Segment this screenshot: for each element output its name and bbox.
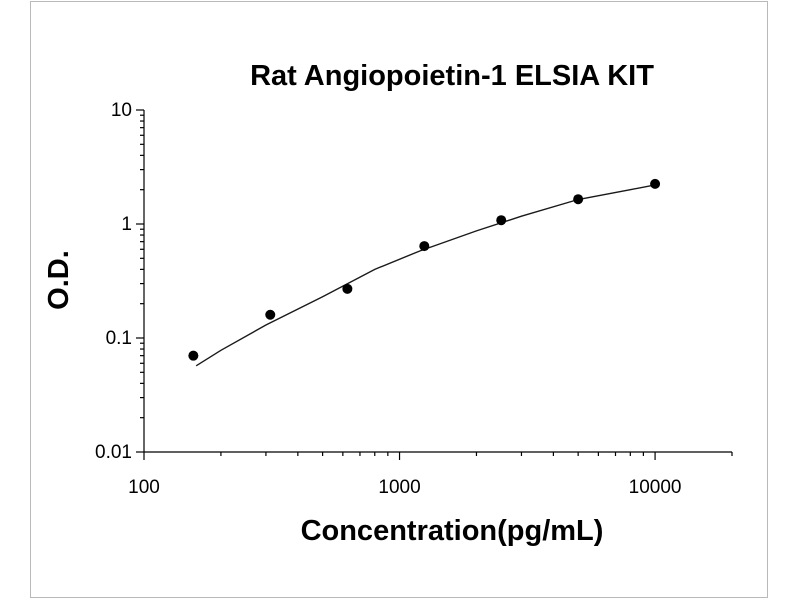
- fit-curve-line: [195, 184, 656, 367]
- x-tick-label: 1000: [378, 477, 420, 498]
- y-tick-labels: 0.01 0.1 1 10: [95, 100, 132, 463]
- data-point: [188, 350, 199, 361]
- y-tick-label: 0.1: [106, 328, 132, 349]
- x-axis-label: Concentration(pg/mL): [301, 515, 604, 547]
- y-tick-label: 1: [121, 214, 132, 235]
- x-tick-label: 100: [128, 477, 160, 498]
- chart-title: Rat Angiopoietin-1 ELSIA KIT: [250, 60, 654, 92]
- data-points: [188, 178, 661, 361]
- y-axis-label: O.D.: [43, 250, 75, 310]
- x-tick-label: 10000: [629, 477, 682, 498]
- data-point: [342, 283, 353, 294]
- data-point: [650, 178, 661, 189]
- data-point: [265, 309, 276, 320]
- data-point: [573, 194, 584, 205]
- data-point: [496, 215, 507, 226]
- y-tick-label: 10: [111, 100, 132, 121]
- axes: [136, 109, 733, 460]
- data-point: [419, 241, 430, 252]
- x-tick-labels: 100 1000 10000: [128, 477, 681, 498]
- chart-frame: [30, 1, 768, 598]
- y-tick-label: 0.01: [95, 442, 132, 463]
- fit-curve-layer: [195, 184, 656, 367]
